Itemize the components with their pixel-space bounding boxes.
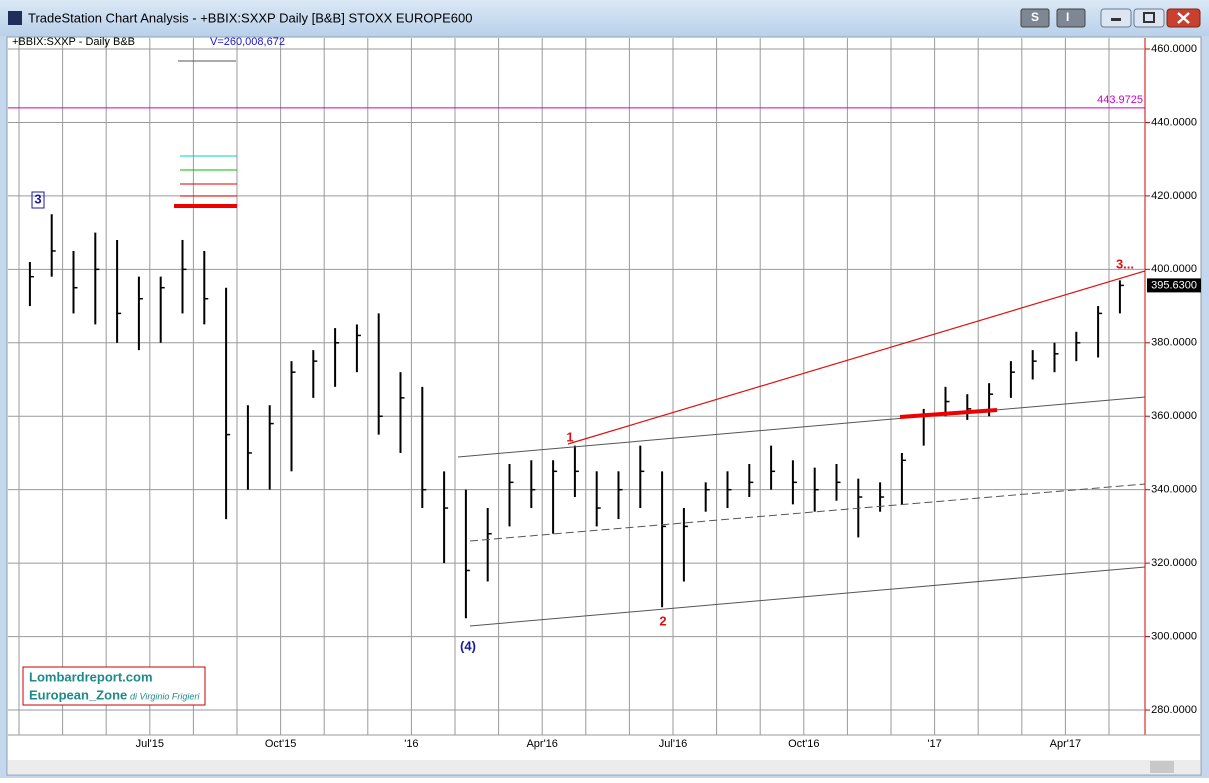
maximize-button[interactable] — [1133, 8, 1165, 28]
x-tick-label: '16 — [404, 738, 418, 750]
wave-label: (4) — [460, 638, 476, 653]
wave-label: 2 — [659, 613, 666, 628]
s-button[interactable] — [1020, 8, 1050, 28]
wave-label: 3... — [1116, 256, 1134, 271]
x-tick-label: Oct'15 — [265, 738, 296, 750]
chart-panel — [6, 36, 1202, 776]
trend-line — [567, 270, 1146, 445]
logo-author: di Virginio Frigieri — [130, 691, 200, 701]
logo-site: Lombardreport.com — [29, 669, 153, 684]
y-tick-label: 400.0000 — [1151, 263, 1197, 275]
drawings — [174, 60, 1146, 627]
y-tick-label: 340.0000 — [1151, 484, 1197, 496]
logo-zone: European_Zone — [29, 687, 127, 702]
x-tick-label: Oct'16 — [788, 738, 819, 750]
i-button[interactable] — [1056, 8, 1086, 28]
wave-label: 1 — [566, 429, 573, 444]
y-tick-label: 460.0000 — [1151, 43, 1197, 55]
last-price-label: 395.6300 — [1151, 279, 1197, 291]
volume-label: V=260,008,672 — [210, 36, 285, 48]
y-tick-label: 380.0000 — [1151, 337, 1197, 349]
reference-label: 443.9725 — [1097, 94, 1143, 106]
channel-bottom — [469, 566, 1146, 627]
channel-top — [457, 396, 1146, 458]
support-line — [899, 408, 998, 419]
x-tick-label: Jul'15 — [136, 738, 164, 750]
wave-label: 3 — [34, 191, 41, 206]
x-tick-label: Apr'16 — [526, 738, 557, 750]
x-tick-label: Jul'16 — [659, 738, 687, 750]
s-button-label: S — [1031, 10, 1039, 24]
maximize-icon — [1143, 12, 1155, 23]
app-icon — [8, 11, 22, 25]
y-tick-label: 360.0000 — [1151, 410, 1197, 422]
scrollbar[interactable] — [8, 760, 1200, 774]
y-tick-label: 300.0000 — [1151, 630, 1197, 642]
plot — [8, 38, 1145, 735]
title-bar — [0, 0, 1209, 36]
scroll-thumb[interactable] — [1150, 761, 1174, 773]
chart-title: +BBIX:SXXP - Daily B&B — [12, 36, 135, 48]
y-tick-label: 440.0000 — [1151, 116, 1197, 128]
y-tick-label: 320.0000 — [1151, 557, 1197, 569]
i-button-label: I — [1066, 10, 1069, 24]
last-price-box — [1147, 278, 1201, 293]
minimize-icon — [1111, 18, 1121, 21]
channel-middle — [469, 483, 1146, 542]
y-tick-label: 420.0000 — [1151, 190, 1197, 202]
close-icon — [1177, 12, 1190, 24]
wave-label-box — [31, 191, 45, 209]
x-tick-label: Apr'17 — [1050, 738, 1081, 750]
y-tick-label: 280.0000 — [1151, 704, 1197, 716]
window-title: TradeStation Chart Analysis - +BBIX:SXXP… — [28, 10, 472, 25]
x-tick-label: '17 — [927, 738, 941, 750]
logo-box — [22, 666, 206, 706]
